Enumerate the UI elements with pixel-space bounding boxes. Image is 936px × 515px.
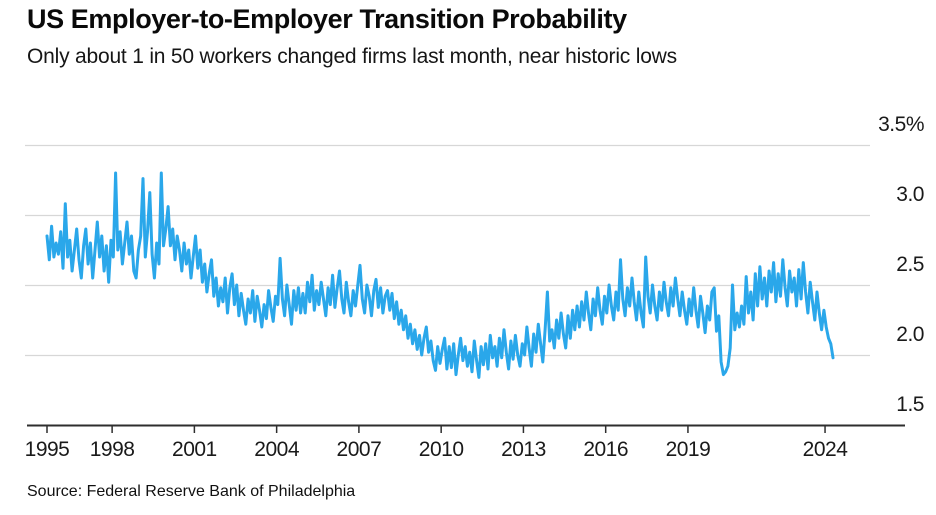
series-line <box>45 171 835 379</box>
x-axis-label: 2024 <box>802 438 848 461</box>
x-axis-label: 2010 <box>418 438 464 461</box>
y-axis-label: 2.5 <box>896 252 924 276</box>
x-axis-label: 2019 <box>665 438 711 461</box>
x-axis-label: 2007 <box>336 438 382 461</box>
x-axis-label: 2004 <box>254 438 299 461</box>
chart-title: US Employer-to-Employer Transition Proba… <box>27 4 627 34</box>
y-axis-label: 3.0 <box>896 182 924 206</box>
y-axis-label: 2.0 <box>896 322 924 346</box>
x-axis-label: 2001 <box>172 438 217 461</box>
x-axis-label: 2013 <box>501 438 546 461</box>
source-note: Source: Federal Reserve Bank of Philadel… <box>27 483 356 500</box>
y-axis-label: 1.5 <box>896 392 924 416</box>
x-axis-label: 2016 <box>583 438 629 461</box>
y-axis-label: 3.5% <box>878 112 924 136</box>
x-axis-label: 1995 <box>24 438 70 461</box>
x-axis-label: 1998 <box>89 438 135 461</box>
chart-subtitle: Only about 1 in 50 workers changed firms… <box>27 45 677 68</box>
